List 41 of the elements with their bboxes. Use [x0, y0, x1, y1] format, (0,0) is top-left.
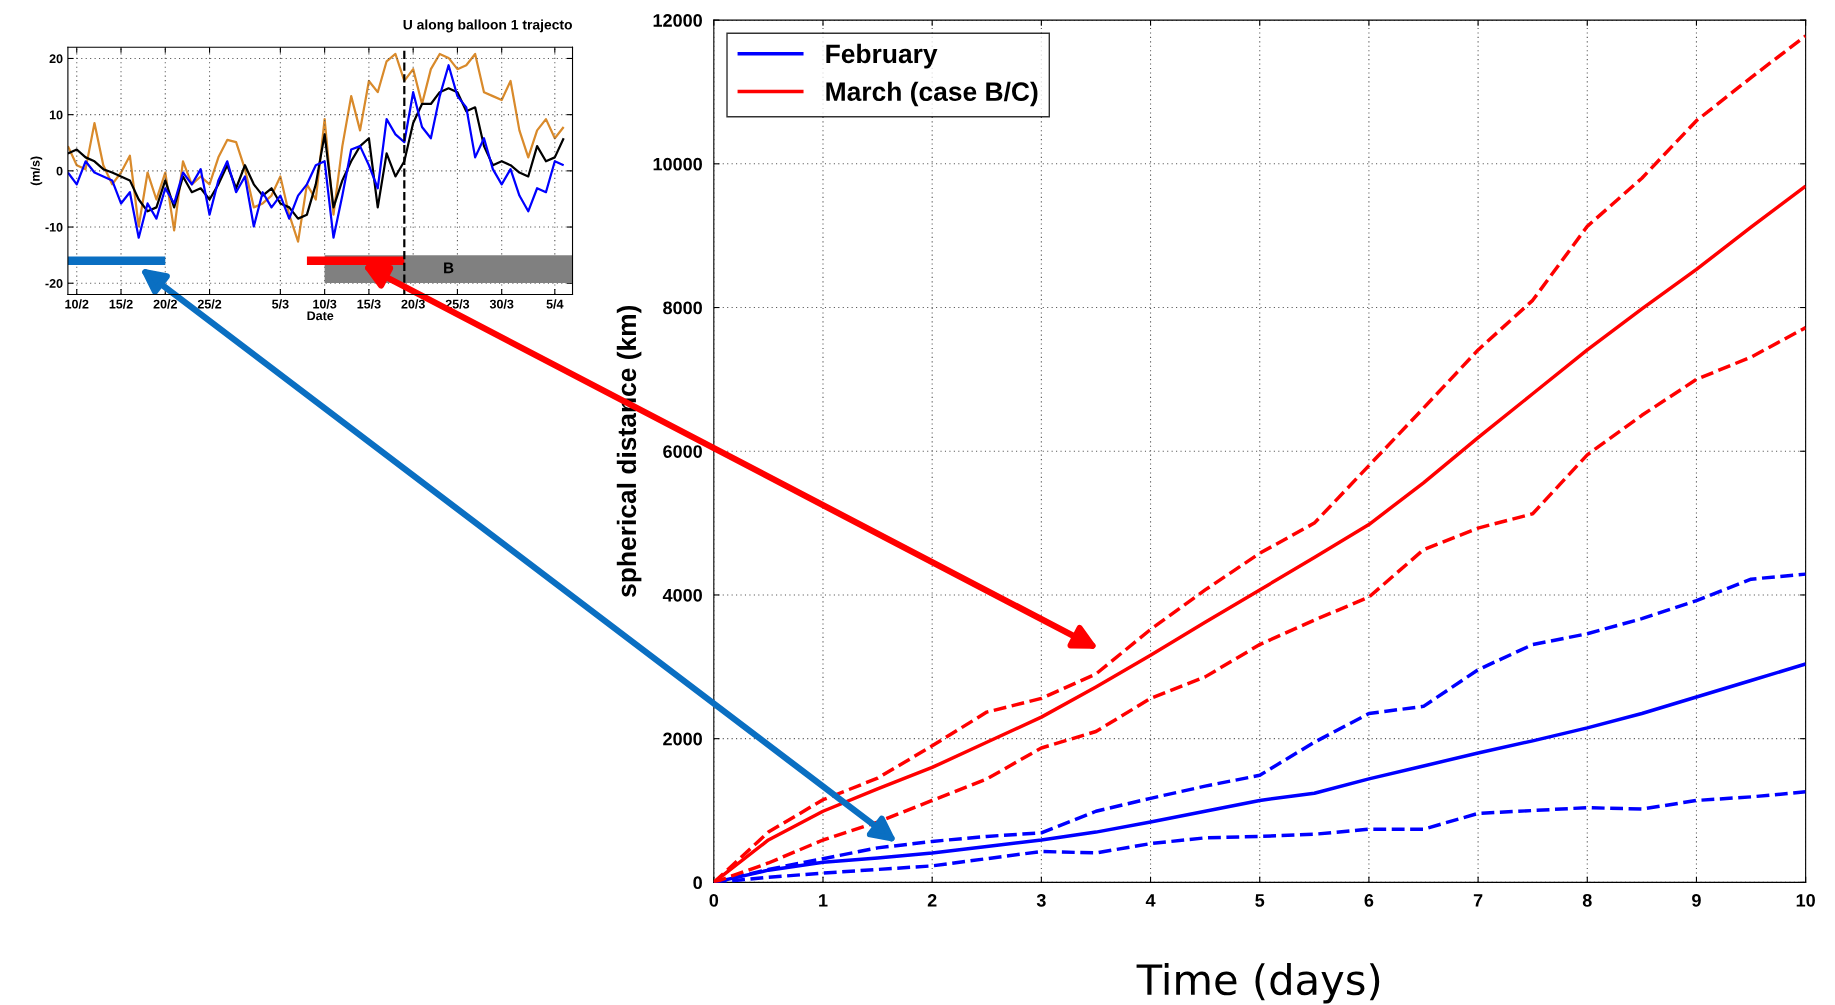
- legend-label: February: [826, 43, 938, 69]
- x-tick-label: 0: [709, 893, 719, 907]
- legend-label: March (case B/C): [826, 81, 1038, 107]
- x-tick-label: 20/3: [401, 299, 425, 309]
- x-tick-label: 15/2: [109, 299, 133, 309]
- y-tick-label: 20: [49, 54, 63, 64]
- y-tick-label: 2000: [663, 732, 702, 746]
- y-tick-label: 6000: [663, 445, 702, 458]
- x-tick-label: 7: [1473, 894, 1483, 907]
- x-tick-label: 3: [1036, 893, 1046, 907]
- x-tick-label: 6: [1364, 893, 1374, 907]
- y-tick-label: 4000: [662, 588, 702, 602]
- annotation: B: [444, 262, 454, 274]
- y-axis-title: (m/s): [30, 156, 43, 186]
- y-tick-label: 12000: [653, 14, 702, 27]
- x-tick-label: 2: [927, 893, 937, 907]
- x-tick-label: 9: [1692, 893, 1701, 907]
- x-tick-label: 1: [819, 894, 828, 907]
- x-tick-label: 25/2: [197, 299, 222, 309]
- y-tick-label: -10: [45, 222, 63, 232]
- x-tick-label: 4: [1145, 894, 1156, 907]
- chart-title: U along balloon 1 trajecto: [403, 19, 572, 33]
- y-tick-label: 0: [693, 876, 702, 890]
- x-axis-title: Date: [307, 311, 334, 321]
- x-tick-label: 15/3: [357, 299, 381, 309]
- y-tick-label: 0: [56, 166, 63, 176]
- x-tick-label: 10/3: [313, 299, 337, 309]
- x-tick-label: 5/3: [272, 299, 289, 309]
- y-tick-label: 10: [49, 110, 63, 120]
- x-tick-label: 30/3: [489, 299, 514, 309]
- x-axis-title: Time (days): [1136, 963, 1380, 1004]
- y-tick-label: 10000: [653, 157, 702, 171]
- x-tick-label: 10/2: [65, 299, 89, 309]
- y-axis-title: spherical distance (km): [616, 305, 642, 597]
- x-tick-label: 20/2: [153, 299, 177, 309]
- x-tick-label: 5: [1255, 894, 1265, 907]
- y-tick-label: -20: [45, 279, 63, 288]
- x-tick-label: 5/4: [546, 299, 564, 309]
- x-tick-label: 8: [1582, 893, 1592, 907]
- x-tick-label: 10: [1796, 893, 1815, 907]
- y-tick-label: 8000: [663, 301, 702, 315]
